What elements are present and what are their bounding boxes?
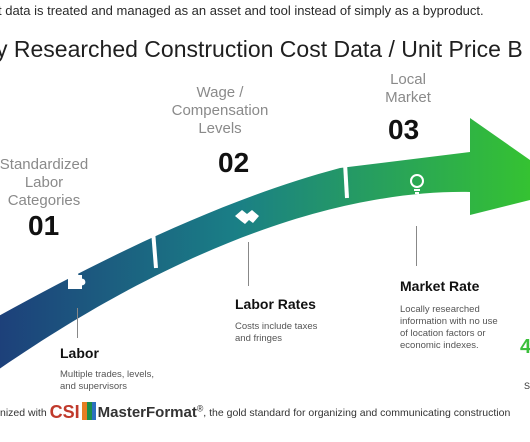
step-2-connector: [248, 242, 249, 286]
top-text: t data is treated and managed as an asse…: [0, 3, 484, 18]
segment-divider-2: [343, 162, 349, 199]
step-1-number: 01: [28, 210, 60, 241]
step-1-description: Multiple trades, levels, and supervisors: [60, 369, 154, 392]
page-title: y Researched Construction Cost Data / Un…: [0, 36, 523, 62]
step-3-connector: [416, 226, 417, 266]
step-3-category: Local Market: [385, 71, 431, 106]
step-2-description: Costs include taxes and fringes: [235, 321, 318, 344]
arrow-body: [0, 118, 530, 369]
step-2-category: Wage / Compensation Levels: [171, 84, 269, 137]
lightbulb-icon: [410, 174, 424, 194]
step-1-category: Standardized Labor Categories: [0, 156, 89, 209]
footer-prefix: nized with: [0, 407, 47, 419]
footer: nized with CSI MasterFormat®, the gold st…: [0, 402, 510, 423]
step-1-label: Labor: [60, 345, 99, 361]
partial-green-glyph: 4: [520, 336, 530, 358]
step-3-description: Locally researched information with no u…: [400, 304, 498, 351]
csi-logo: CSI: [49, 402, 80, 422]
step-2-number: 02: [218, 147, 250, 178]
masterformat-logo-icon: [81, 402, 96, 420]
step-2-label: Labor Rates: [235, 296, 316, 312]
step-3-number: 03: [388, 114, 420, 145]
step-3-label: Market Rate: [400, 278, 480, 294]
registered-mark: ®: [196, 403, 204, 414]
partial-s-glyph: S: [524, 381, 530, 391]
puzzle-icon: [68, 271, 86, 289]
masterformat-logo: MasterFormat: [97, 404, 197, 421]
handshake-icon: [235, 210, 259, 224]
footer-suffix: , the gold standard for organizing and c…: [203, 407, 511, 419]
segment-divider-1: [150, 217, 158, 269]
step-1-connector: [77, 308, 78, 338]
